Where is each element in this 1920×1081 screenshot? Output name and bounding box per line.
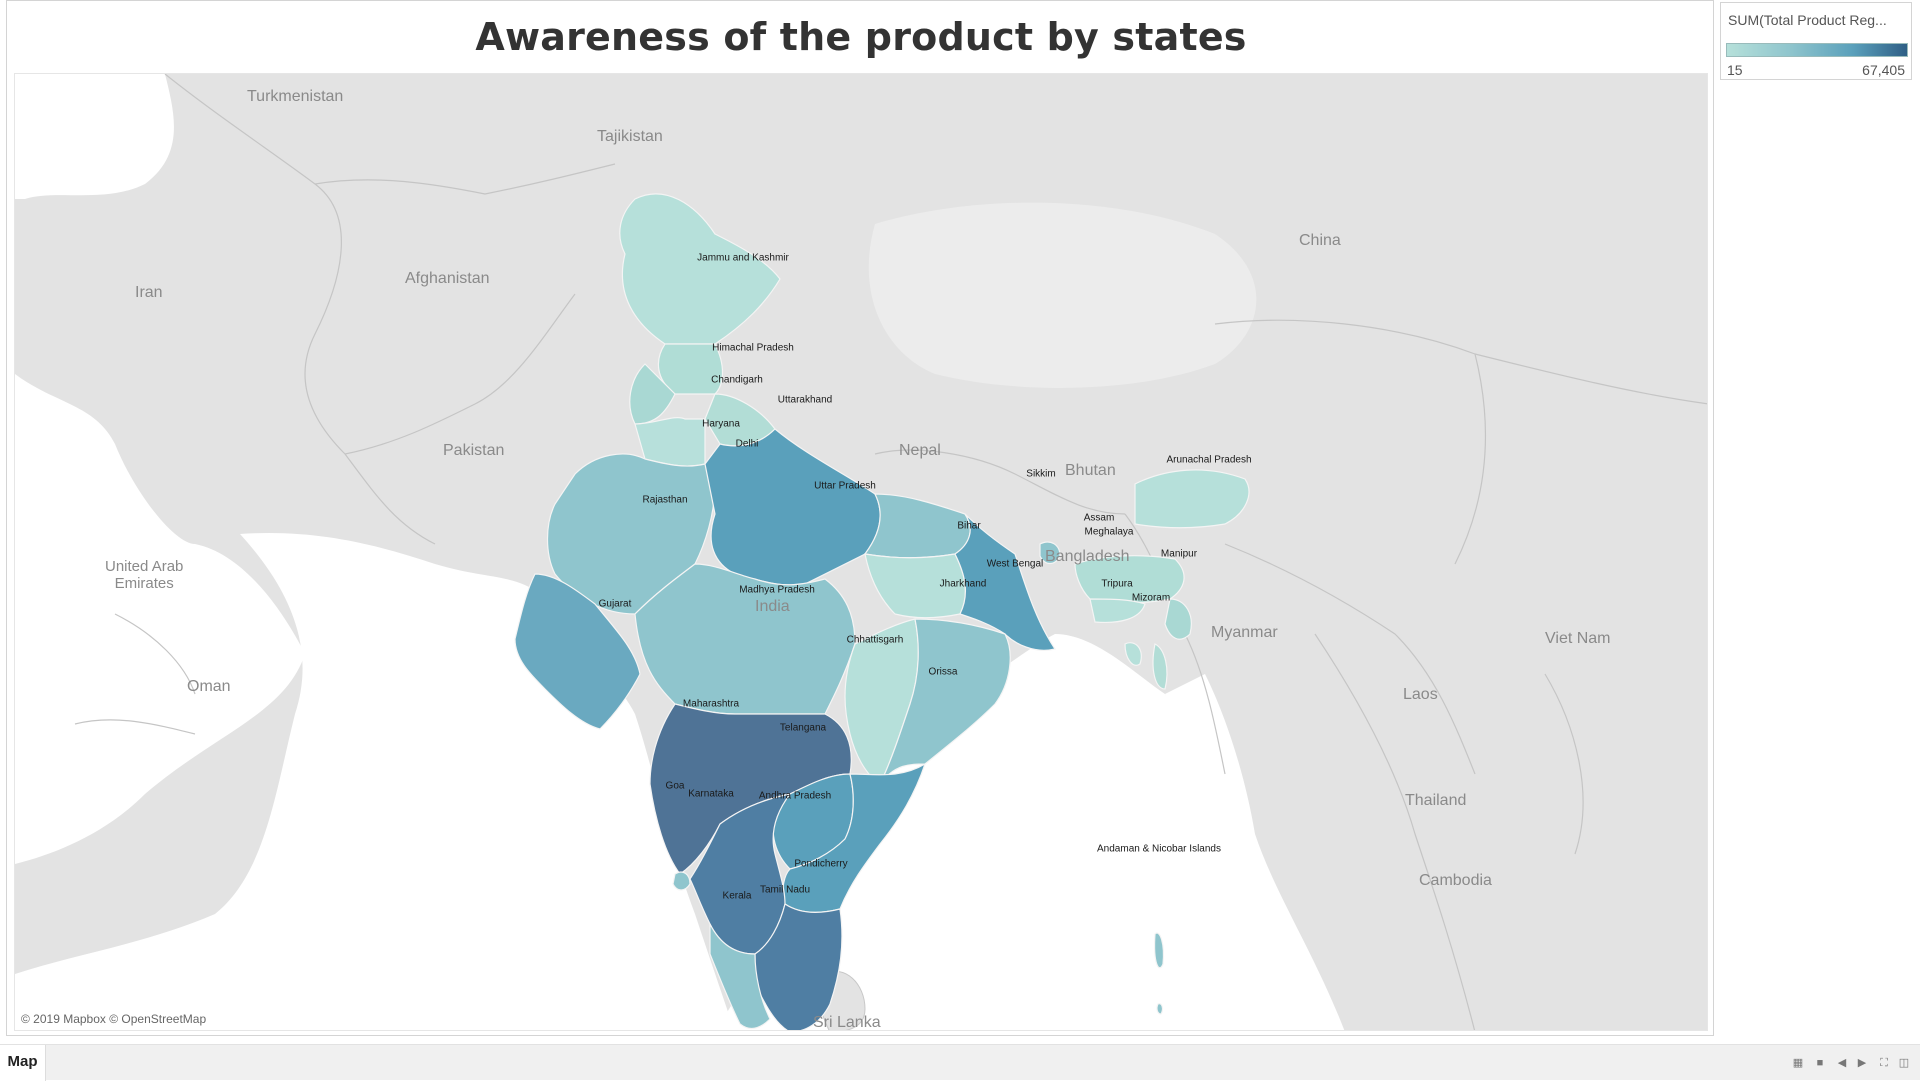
label-myanmar: Myanmar [1211,624,1278,641]
label-iran: Iran [135,284,163,301]
label-viet-nam: Viet Nam [1545,630,1611,647]
label-state-bihar: Bihar [957,520,981,532]
label-state-meghalaya: Meghalaya [1084,526,1134,538]
state-gujarat [514,573,641,730]
dashboard: Awareness of the product by states [6,0,1714,1036]
label-tajikistan: Tajikistan [597,128,663,145]
label-china: China [1299,232,1341,249]
map-canvas[interactable] [15,74,1708,1031]
state-arunachal [1134,469,1250,529]
label-state-assam: Assam [1083,512,1115,524]
fullscreen-icon[interactable]: ⛶ [1880,1057,1888,1069]
label-state-maharashtra: Maharashtra [682,698,740,710]
state-meghalaya [1089,598,1146,624]
label-state-andaman: Andaman & Nicobar Islands [1097,843,1221,855]
label-bangladesh: Bangladesh [1045,548,1130,565]
filmstrip-view-icon[interactable]: ■ [1816,1057,1824,1069]
next-sheet-icon[interactable]: ▶ [1857,1057,1867,1069]
persian-gulf [15,374,305,864]
india-states [514,193,1250,1030]
label-state-west-bengal: West Bengal [986,558,1044,570]
legend-min-label: 15 [1727,62,1743,78]
label-nepal: Nepal [899,442,941,459]
label-state-rajasthan: Rajasthan [642,494,688,506]
state-tamil-nadu [754,903,843,1030]
label-state-tamil-nadu: Tamil Nadu [759,884,811,896]
state-manipur [1164,598,1192,640]
state-nicobar [1156,1003,1164,1015]
label-pakistan: Pakistan [443,442,505,459]
legend-title: SUM(Total Product Reg... [1728,12,1887,28]
label-state-arunachal: Arunachal Pradesh [1166,454,1252,466]
state-jammu-kashmir [619,193,781,345]
label-state-madhya-pradesh: Madhya Pradesh [739,584,815,596]
label-state-delhi: Delhi [735,438,759,450]
label-uae-line1: United Arab [105,558,184,575]
tab-map[interactable]: Map [0,1045,46,1081]
label-state-goa: Goa [665,780,685,792]
grid-view-icon[interactable]: ▦ [1792,1057,1804,1069]
presentation-mode-icon[interactable]: ◫ [1898,1057,1910,1069]
label-state-sikkim: Sikkim [1026,468,1056,480]
prev-sheet-icon[interactable]: ◀ [1837,1057,1847,1069]
state-sikkim [1039,541,1061,565]
label-laos: Laos [1403,686,1438,703]
state-west-bengal [954,513,1056,651]
state-kerala [709,923,771,1030]
label-state-uttarakhand: Uttarakhand [777,394,833,406]
label-state-manipur: Manipur [1160,548,1198,560]
label-thailand: Thailand [1405,792,1467,809]
label-state-uttar-pradesh: Uttar Pradesh [814,480,876,492]
label-state-haryana: Haryana [702,418,740,430]
label-state-kerala: Kerala [722,890,752,902]
label-india: India [755,598,790,615]
state-tripura [1124,642,1142,666]
state-goa [672,871,691,891]
state-andaman [1154,932,1165,969]
caspian-sea [15,74,174,199]
label-state-karnataka: Karnataka [688,788,734,800]
sheet-tab-bar: Map ▦ ■ ◀ ▶ ⛶ ◫ [0,1044,1920,1081]
label-oman: Oman [187,678,231,695]
chart-title: Awareness of the product by states [475,15,1247,59]
map-view[interactable]: Turkmenistan Tajikistan Iran Afghanistan… [14,73,1708,1031]
label-uae: United Arab Emirates [105,558,183,592]
label-state-orissa: Orissa [928,666,958,678]
tibet-plateau [868,202,1257,388]
label-state-himachal: Himachal Pradesh [712,342,794,354]
label-bhutan: Bhutan [1065,462,1116,479]
label-state-mizoram: Mizoram [1131,592,1171,604]
label-state-jharkhand: Jharkhand [939,578,987,590]
label-afghanistan: Afghanistan [405,270,490,287]
label-state-telangana: Telangana [779,722,827,734]
label-state-jammu-kashmir: Jammu and Kashmir [697,252,789,264]
map-attribution: © 2019 Mapbox © OpenStreetMap [21,1012,207,1026]
legend-color-ramp [1726,43,1908,57]
legend-max-label: 67,405 [1862,62,1905,78]
label-state-chandigarh: Chandigarh [711,374,763,386]
label-cambodia: Cambodia [1419,872,1492,889]
state-mizoram [1152,643,1168,690]
label-state-gujarat: Gujarat [598,598,632,610]
label-turkmenistan: Turkmenistan [247,88,344,105]
label-state-andhra: Andhra Pradesh [758,790,832,802]
label-state-pondicherry: Pondicherry [794,858,848,870]
label-state-chhattisgarh: Chhattisgarh [846,634,904,646]
andaman-sea [1165,674,1345,1030]
label-uae-line2: Emirates [114,575,174,592]
color-legend[interactable]: SUM(Total Product Reg... 15 67,405 [1720,2,1912,80]
bay-of-bengal [716,634,1245,1030]
label-sri-lanka: Sri Lanka [813,1014,881,1031]
label-state-tripura: Tripura [1101,578,1133,590]
